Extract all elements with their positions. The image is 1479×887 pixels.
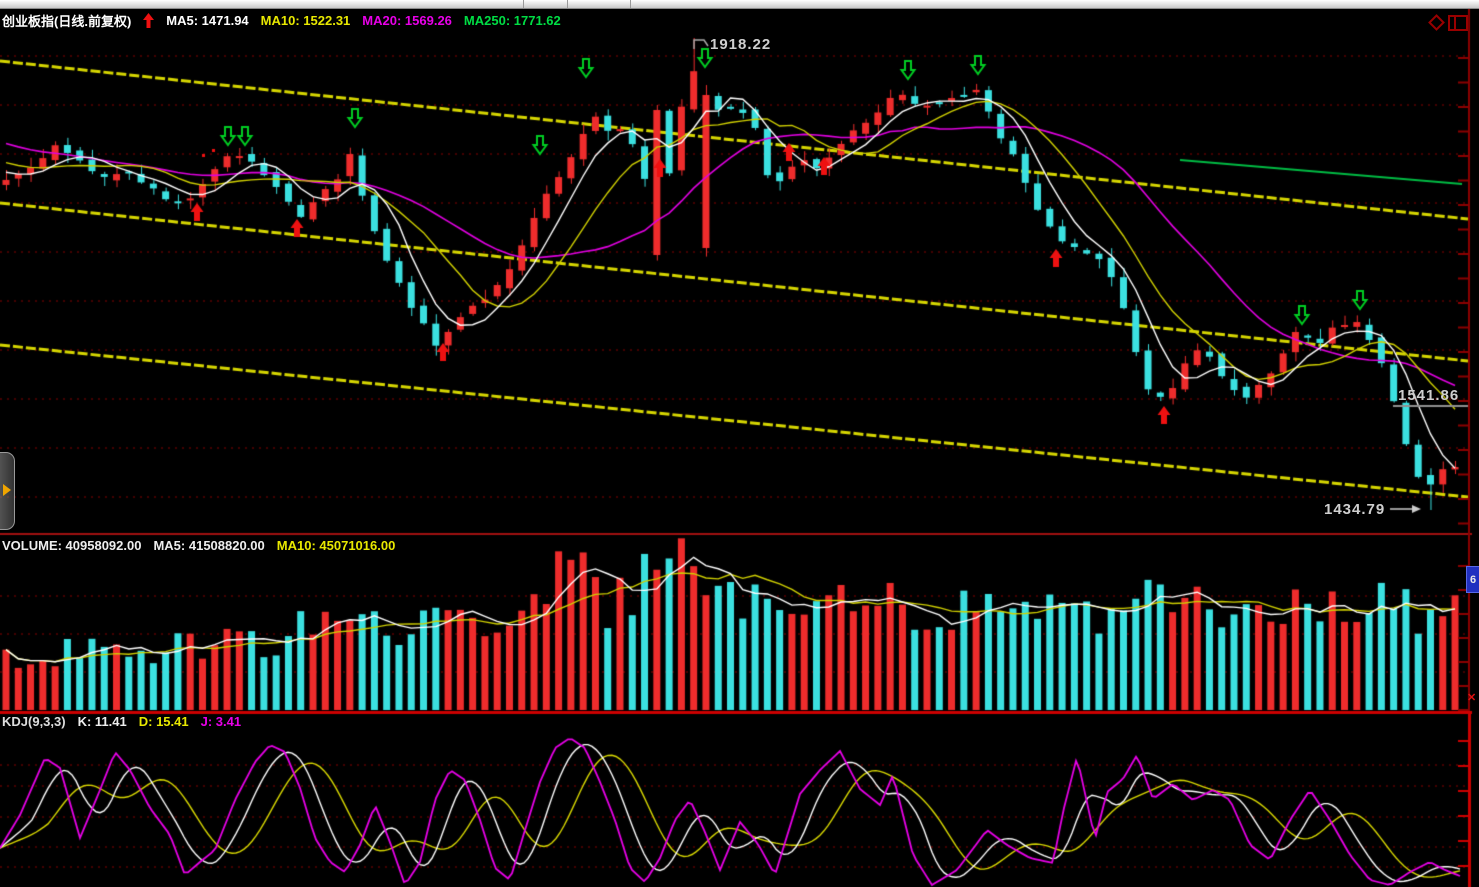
price-pane-header: 创业板指(日线.前复权) MA5: 1471.94 MA10: 1522.31 … xyxy=(2,11,561,30)
volume-pane-header: VOLUME: 40958092.00 MA5: 41508820.00 MA1… xyxy=(2,538,395,553)
sidebar-expand-handle[interactable] xyxy=(0,452,15,530)
level-price-annotation: 1541.86 xyxy=(1398,387,1460,404)
volume-value-label: VOLUME: 40958092.00 xyxy=(2,538,142,553)
peak-price-annotation: 1918.22 xyxy=(710,36,772,53)
chrome-divider xyxy=(567,0,568,8)
ma20-value-label: MA20: 1569.26 xyxy=(362,13,452,28)
volume-ma5-label: MA5: 41508820.00 xyxy=(153,538,265,553)
kdj-d-label: D: 15.41 xyxy=(138,714,189,729)
kdj-j-label: J: 3.41 xyxy=(200,714,242,729)
kdj-params-label: KDJ(9,3,3) xyxy=(2,714,66,729)
kdj-k-label: K: 11.41 xyxy=(77,714,127,729)
split-window-icon[interactable] xyxy=(1448,15,1468,36)
diamond-tool-icon[interactable] xyxy=(1428,14,1445,36)
kdj-pane-header: KDJ(9,3,3) K: 11.41 D: 15.41 J: 3.41 xyxy=(2,714,241,729)
expand-arrow-icon xyxy=(3,484,11,496)
volume-scale-badge[interactable]: 6 xyxy=(1466,566,1479,593)
volume-ma10-label: MA10: 45071016.00 xyxy=(276,538,396,553)
pane-close-icon[interactable]: ✕ xyxy=(1467,692,1477,704)
ma250-value-label: MA250: 1771.62 xyxy=(463,13,561,28)
window-chrome xyxy=(0,0,1479,9)
chrome-divider xyxy=(523,0,524,8)
chrome-divider xyxy=(630,0,631,8)
trend-up-arrow-icon xyxy=(143,13,155,28)
low-price-annotation: 1434.79 xyxy=(1324,501,1386,518)
ma10-value-label: MA10: 1522.31 xyxy=(260,13,351,28)
ma5-value-label: MA5: 1471.94 xyxy=(166,13,249,28)
instrument-title: 创业板指(日线.前复权) xyxy=(2,14,132,29)
